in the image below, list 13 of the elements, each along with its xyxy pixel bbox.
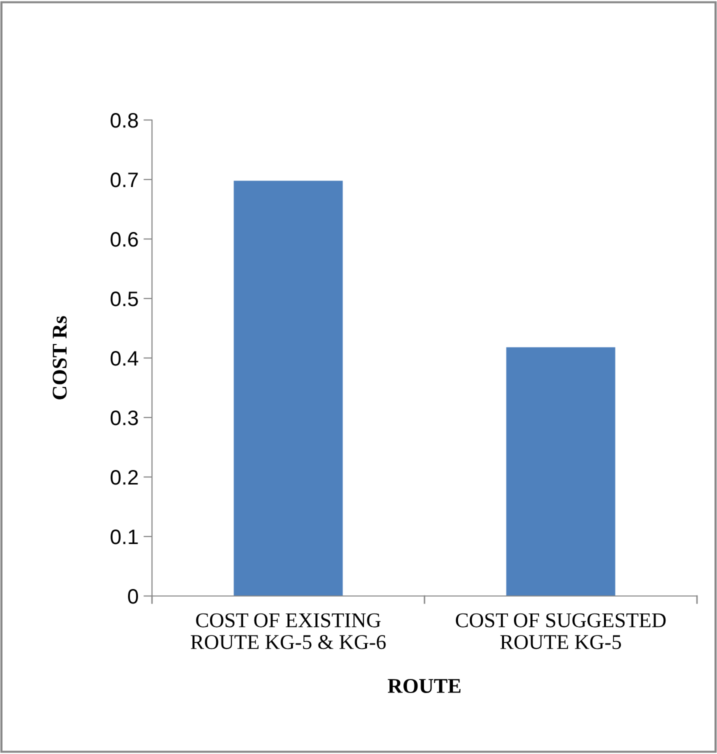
y-tick-label: 0.7: [110, 172, 138, 188]
x-tick-label: COST OF EXISTING ROUTE KG-5 & KG-6: [190, 613, 386, 650]
y-tick-label: 0.1: [110, 530, 138, 544]
y-axis-title: COST Rs: [52, 316, 67, 400]
y-tick-label: 0.2: [110, 470, 138, 485]
x-tick-label: COST OF SUGGESTED ROUTE KG-5: [456, 613, 666, 650]
y-tick-label: 0.8: [110, 113, 138, 128]
x-axis-title: ROUTE: [388, 679, 460, 694]
y-tick-label: 0.4: [110, 351, 138, 366]
y-tick-label: 0.3: [110, 410, 138, 426]
y-tick-label: 0: [128, 589, 138, 604]
y-tick-label: 0.6: [110, 232, 138, 247]
y-tick-label: 0.5: [110, 292, 138, 306]
